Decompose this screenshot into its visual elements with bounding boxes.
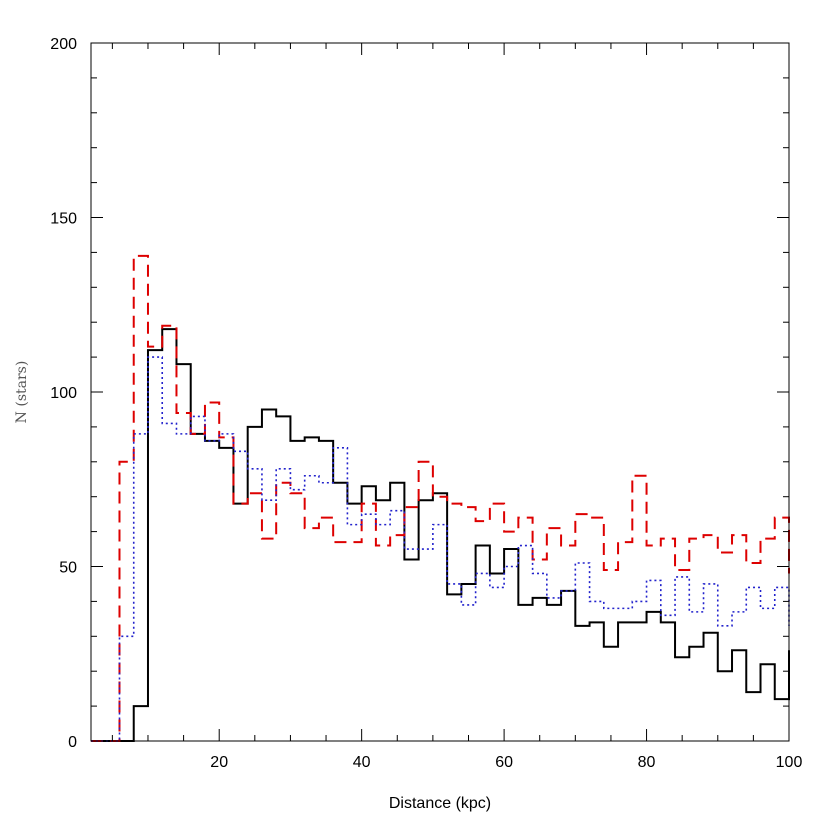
histogram-series-dashed — [91, 254, 790, 742]
histogram-series-dotted — [91, 356, 790, 742]
y-tick-label: 50 — [59, 560, 77, 577]
y-tick-label: 150 — [50, 211, 77, 228]
y-tick-label: 0 — [68, 734, 77, 751]
histogram-series-solid — [91, 328, 790, 742]
plot-frame — [90, 42, 790, 742]
x-axis-title: Distance (kpc) — [389, 795, 491, 812]
x-tick-label: 60 — [495, 754, 513, 771]
x-tick-label: 40 — [353, 754, 371, 771]
tick-labels: 20 40 60 80 100 0 50 100 150 200 — [50, 36, 802, 771]
ticks-layer — [91, 42, 790, 742]
x-tick-label: 100 — [776, 754, 803, 771]
y-tick-label: 200 — [50, 36, 77, 53]
x-tick-label: 20 — [210, 754, 228, 771]
series-layer — [91, 254, 790, 742]
y-axis-title: N (stars) — [14, 361, 30, 424]
y-tick-label: 100 — [50, 385, 77, 402]
x-tick-label: 80 — [638, 754, 656, 771]
